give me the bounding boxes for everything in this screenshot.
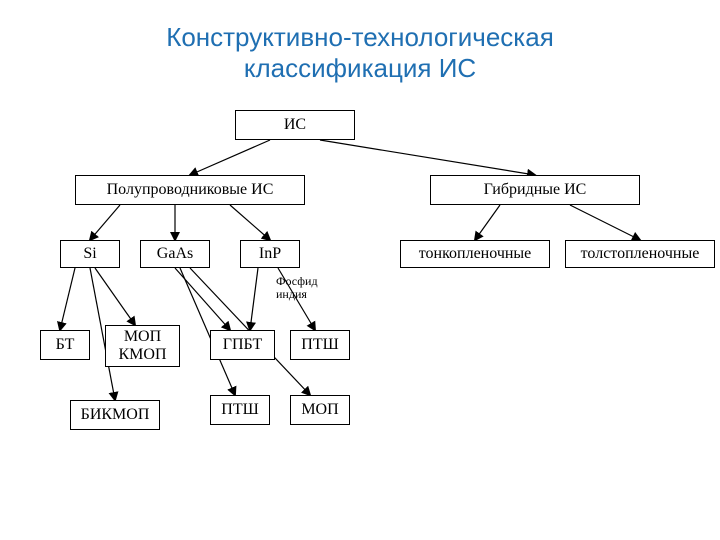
node-inp: InP xyxy=(240,240,300,268)
node-bt: БТ xyxy=(40,330,90,360)
node-gaas: GaAs xyxy=(140,240,210,268)
node-mop: МОПКМОП xyxy=(105,325,180,367)
node-root: ИС xyxy=(235,110,355,140)
title-line2: классификация ИС xyxy=(244,53,476,83)
node-bikmop: БИКМОП xyxy=(70,400,160,430)
node-thick: толстопленочные xyxy=(565,240,715,268)
node-mop2: МОП xyxy=(290,395,350,425)
node-semi: Полупроводниковые ИС xyxy=(75,175,305,205)
title-line1: Конструктивно-технологическая xyxy=(166,22,554,52)
node-gpbt: ГПБТ xyxy=(210,330,275,360)
node-hybrid: Гибридные ИС xyxy=(430,175,640,205)
diagram-canvas: Конструктивно-технологическая классифика… xyxy=(0,0,720,540)
node-ptsh1: ПТШ xyxy=(290,330,350,360)
page-title: Конструктивно-технологическая классифика… xyxy=(0,22,720,84)
node-ptsh2: ПТШ xyxy=(210,395,270,425)
node-thin: тонкопленочные xyxy=(400,240,550,268)
annotation-inp: Фосфидиндия xyxy=(276,275,318,301)
node-si: Si xyxy=(60,240,120,268)
